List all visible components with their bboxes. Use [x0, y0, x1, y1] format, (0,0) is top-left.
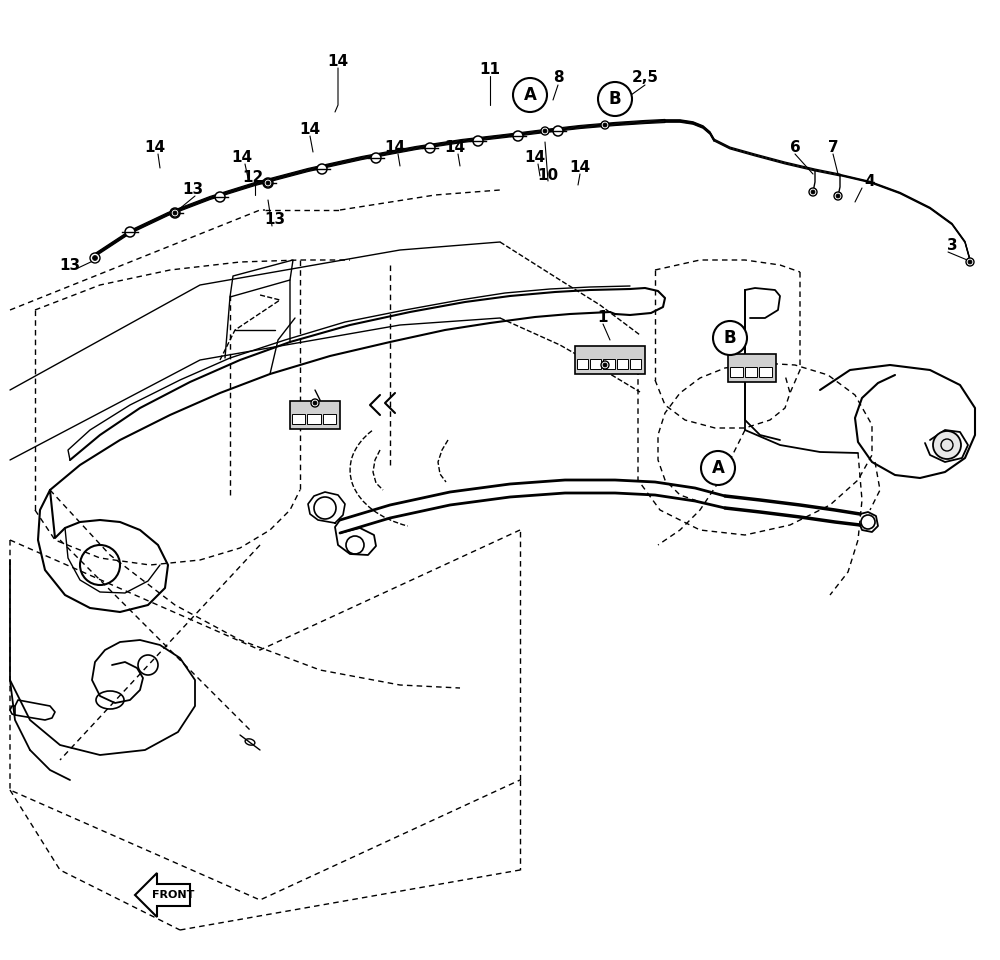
Bar: [590, 359, 601, 369]
Bar: [617, 359, 628, 369]
Circle shape: [601, 121, 609, 129]
Circle shape: [966, 258, 974, 266]
Text: 7: 7: [828, 140, 838, 156]
Circle shape: [603, 363, 607, 367]
Circle shape: [553, 126, 563, 136]
Text: 10: 10: [537, 167, 559, 182]
Bar: [323, 414, 336, 424]
Polygon shape: [135, 873, 190, 917]
Text: A: A: [712, 459, 724, 477]
Text: 14: 14: [384, 140, 406, 156]
Text: 14: 14: [144, 140, 166, 156]
Text: 14: 14: [231, 151, 253, 165]
Circle shape: [171, 209, 179, 217]
Circle shape: [125, 227, 135, 237]
Circle shape: [90, 253, 100, 263]
Bar: [292, 414, 305, 424]
Text: 3: 3: [947, 237, 957, 252]
Circle shape: [473, 136, 483, 146]
Text: 14: 14: [524, 151, 546, 165]
Text: FRONT: FRONT: [152, 890, 195, 900]
Circle shape: [809, 188, 817, 196]
Text: 14: 14: [569, 160, 591, 176]
Circle shape: [313, 401, 317, 405]
Circle shape: [425, 143, 435, 153]
Circle shape: [701, 451, 735, 485]
Bar: [575, 346, 645, 374]
Circle shape: [311, 399, 319, 407]
Circle shape: [263, 178, 273, 188]
Text: 1: 1: [598, 310, 608, 325]
Circle shape: [933, 431, 961, 459]
Bar: [630, 359, 641, 369]
Text: 11: 11: [480, 62, 501, 78]
Bar: [307, 414, 321, 424]
Circle shape: [601, 361, 609, 369]
Circle shape: [513, 131, 523, 141]
Text: 14: 14: [299, 123, 321, 137]
Text: B: B: [724, 329, 736, 347]
Circle shape: [317, 164, 327, 174]
Circle shape: [811, 190, 815, 194]
Bar: [759, 367, 772, 377]
Circle shape: [834, 192, 842, 200]
Circle shape: [541, 127, 549, 135]
Text: 2,5: 2,5: [632, 70, 658, 85]
Circle shape: [215, 192, 225, 202]
Text: 14: 14: [327, 55, 349, 69]
Circle shape: [513, 78, 547, 112]
Circle shape: [266, 181, 270, 185]
Circle shape: [170, 208, 180, 218]
Circle shape: [543, 129, 547, 133]
Circle shape: [713, 321, 747, 355]
Circle shape: [603, 123, 607, 127]
Bar: [603, 359, 615, 369]
Text: A: A: [524, 86, 536, 104]
Circle shape: [598, 82, 632, 116]
Bar: [730, 367, 743, 377]
Text: 13: 13: [264, 212, 286, 228]
Text: 6: 6: [790, 140, 800, 156]
Bar: [745, 367, 757, 377]
Text: 4: 4: [865, 175, 875, 189]
Text: 13: 13: [59, 257, 81, 273]
Circle shape: [92, 255, 98, 260]
Bar: [728, 354, 776, 382]
Text: B: B: [609, 90, 621, 108]
Text: 8: 8: [553, 70, 563, 85]
Bar: [290, 401, 340, 429]
Bar: [577, 359, 588, 369]
Text: 13: 13: [182, 182, 204, 198]
Text: 12: 12: [242, 171, 264, 185]
Circle shape: [264, 179, 272, 187]
Circle shape: [968, 260, 972, 264]
Circle shape: [836, 194, 840, 198]
Circle shape: [173, 211, 177, 215]
Circle shape: [371, 153, 381, 163]
Text: 14: 14: [444, 140, 466, 156]
